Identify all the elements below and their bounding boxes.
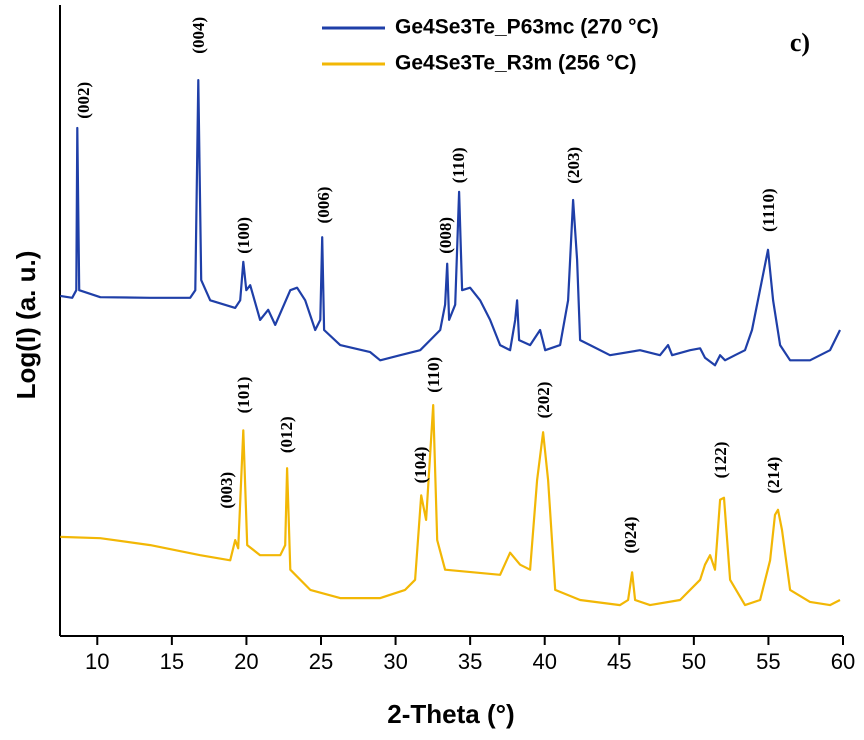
peak-label: (024) — [621, 517, 640, 554]
peak-label: (110) — [449, 147, 468, 183]
peak-label: (003) — [217, 472, 236, 509]
x-tick-label: 25 — [309, 649, 333, 674]
x-tick-label: 45 — [607, 649, 631, 674]
x-tick-label: 15 — [160, 649, 184, 674]
legend-label: Ge4Se3Te_R3m (256 °C) — [395, 52, 636, 75]
peak-label: (104) — [411, 447, 430, 484]
legend-label: Ge4Se3Te_P63mc (270 °C) — [395, 16, 659, 39]
peak-label: (002) — [74, 82, 93, 119]
peak-label: (100) — [234, 217, 253, 254]
x-axis-label: 2-Theta (°) — [387, 699, 514, 729]
peak-label: (203) — [564, 147, 583, 184]
x-tick-label: 30 — [383, 649, 407, 674]
panel-label: c) — [790, 28, 810, 57]
peak-label: (101) — [234, 377, 253, 414]
x-tick-label: 50 — [682, 649, 706, 674]
peak-label: (214) — [764, 457, 783, 494]
peak-label: (110) — [424, 357, 443, 393]
peak-label: (122) — [711, 442, 730, 479]
x-tick-label: 10 — [85, 649, 109, 674]
x-tick-label: 40 — [532, 649, 556, 674]
series-line — [60, 79, 841, 367]
x-tick-label: 60 — [831, 649, 855, 674]
y-axis-label: Log(I) (a. u.) — [11, 251, 41, 400]
x-tick-label: 35 — [458, 649, 482, 674]
peak-label: (012) — [277, 416, 296, 453]
x-tick-label: 55 — [756, 649, 780, 674]
peak-label: (202) — [534, 382, 553, 419]
x-tick-label: 20 — [234, 649, 258, 674]
peak-label: (004) — [189, 17, 208, 54]
peak-label: (1110) — [759, 188, 778, 231]
peak-label: (008) — [436, 217, 455, 254]
series-line — [60, 404, 841, 607]
peak-label: (006) — [314, 187, 333, 224]
